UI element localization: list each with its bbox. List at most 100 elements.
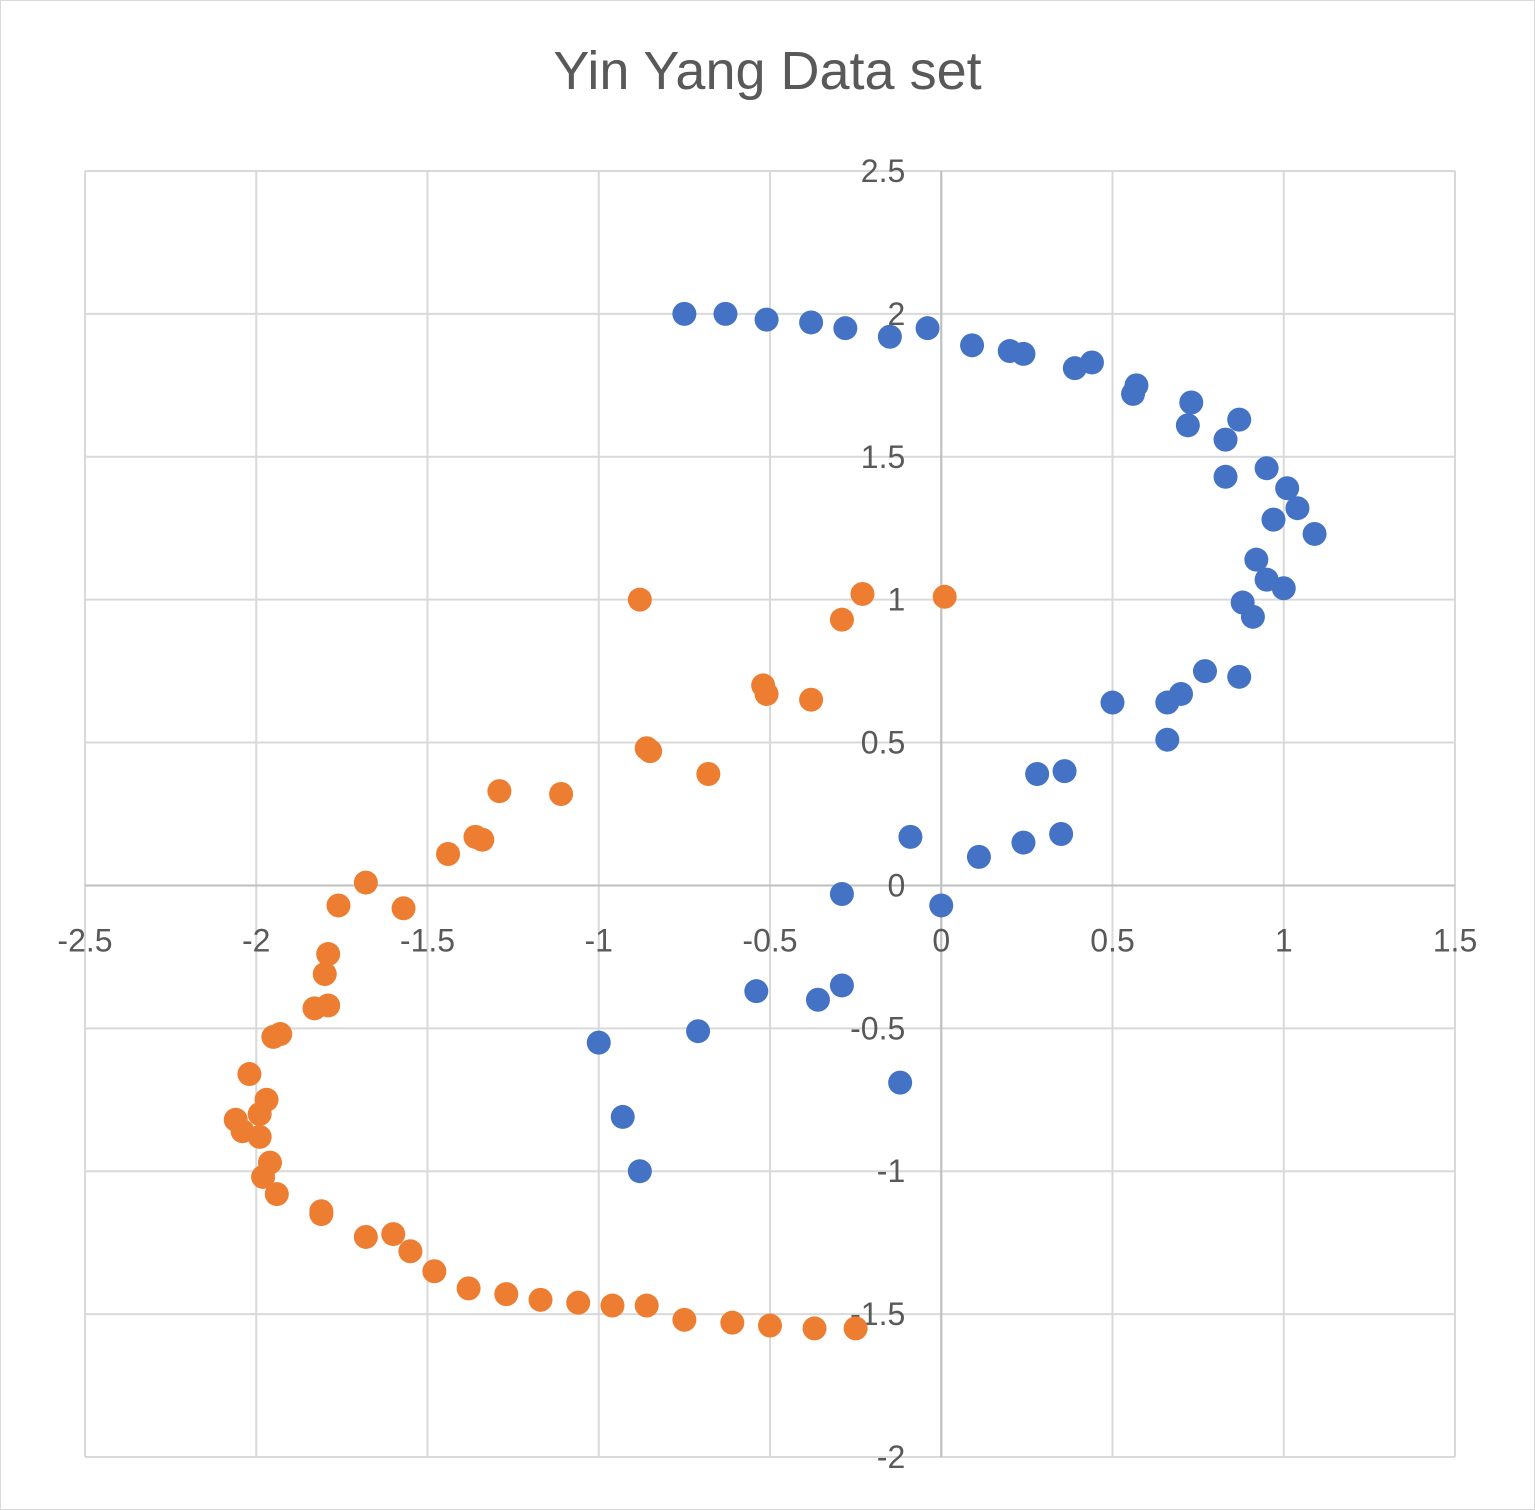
- series-2-point: [391, 896, 416, 921]
- series-2-point: [251, 1164, 276, 1189]
- y-tick-label: -1: [877, 1153, 905, 1189]
- series-2-point: [381, 1222, 406, 1247]
- series-1-point: [929, 893, 954, 918]
- series-2-point: [312, 962, 337, 987]
- series-2-point: [600, 1293, 625, 1318]
- series-2-point: [932, 584, 957, 609]
- series-2-point: [566, 1290, 591, 1315]
- series-1-point: [1261, 507, 1286, 532]
- y-tick-labels: -2-1.5-1-0.500.511.522.5: [850, 153, 905, 1475]
- series-1-point: [686, 1019, 711, 1044]
- x-tick-label: -2.5: [57, 922, 112, 958]
- series-1-point: [1079, 350, 1104, 375]
- axes: [85, 171, 1455, 1457]
- series-1-point: [1011, 341, 1036, 366]
- series-1-point: [1100, 690, 1125, 715]
- series-1-point: [1213, 427, 1238, 452]
- y-tick-label: 0.5: [861, 725, 905, 761]
- series-1-point: [888, 1070, 913, 1095]
- series-1-point: [1302, 521, 1327, 546]
- series-1-point: [960, 333, 985, 358]
- y-tick-label: 2.5: [861, 153, 905, 189]
- series-2-point: [638, 739, 663, 764]
- series-1: [586, 301, 1327, 1184]
- series-1-point: [1227, 407, 1252, 432]
- y-tick-label: 1.5: [861, 439, 905, 475]
- series-2-point: [799, 687, 824, 712]
- series-2-point: [758, 1313, 782, 1338]
- series-1-point: [1179, 390, 1204, 415]
- series-1-point: [1025, 761, 1050, 786]
- series-2-point: [850, 581, 875, 606]
- chart-title: Yin Yang Data set: [553, 41, 982, 101]
- series-1-point: [1227, 664, 1252, 689]
- series-2-point: [422, 1259, 447, 1284]
- series-1-point: [1124, 373, 1149, 398]
- series-1-point: [898, 824, 923, 849]
- series-2-point: [264, 1182, 289, 1207]
- series-1-point: [799, 310, 824, 335]
- series-1-point: [1275, 476, 1300, 501]
- x-tick-label: 1: [1275, 922, 1293, 958]
- series-2: [223, 581, 957, 1341]
- series-1-point: [1175, 413, 1200, 438]
- series-1-point: [627, 1159, 652, 1184]
- series-1-point: [1155, 727, 1180, 752]
- series-1-point: [1052, 759, 1077, 784]
- series-2-point: [353, 1224, 378, 1249]
- x-tick-label: -1.5: [400, 922, 455, 958]
- x-tick-label: 0: [932, 922, 950, 958]
- y-tick-label: 1: [887, 582, 905, 618]
- series-2-point: [720, 1310, 745, 1335]
- series-2-point: [261, 1024, 286, 1049]
- series-2-point: [436, 842, 461, 867]
- x-tick-label: -2: [242, 922, 270, 958]
- series-2-point: [634, 1293, 659, 1318]
- series-1-point: [1213, 464, 1238, 489]
- series-2-point: [237, 1062, 262, 1087]
- series-1-point: [877, 324, 902, 349]
- series-2-point: [247, 1124, 272, 1149]
- series-1-point: [1011, 830, 1036, 855]
- x-tick-label: 0.5: [1090, 922, 1134, 958]
- series-2-point: [470, 827, 495, 852]
- y-tick-label: -0.5: [850, 1010, 905, 1046]
- series-1-point: [1049, 822, 1074, 847]
- y-tick-label: -2: [877, 1439, 905, 1475]
- series-1-point: [672, 301, 697, 326]
- series-2-point: [549, 781, 574, 806]
- series-1-point: [829, 882, 854, 907]
- series-2-point: [398, 1239, 423, 1264]
- series-2-point: [627, 587, 652, 612]
- series-1-point: [1192, 659, 1217, 684]
- series-1-point: [1244, 547, 1269, 572]
- series-2-point: [829, 607, 854, 632]
- x-tick-label: 1.5: [1433, 922, 1477, 958]
- data-points: [223, 301, 1327, 1341]
- series-2-point: [353, 870, 378, 895]
- series-1-point: [829, 973, 854, 998]
- series-2-point: [754, 681, 779, 706]
- x-tick-label: -1: [585, 922, 613, 958]
- gridlines: [84, 170, 1456, 1458]
- series-2-point: [843, 1316, 868, 1341]
- series-1-point: [966, 844, 991, 869]
- series-2-point: [528, 1287, 553, 1312]
- y-tick-label: 2: [887, 296, 905, 332]
- series-2-point: [247, 1102, 272, 1127]
- series-1-point: [713, 301, 738, 326]
- series-1-point: [1254, 456, 1279, 481]
- series-2-point: [487, 779, 512, 804]
- series-2-point: [494, 1282, 519, 1307]
- series-1-point: [754, 307, 779, 332]
- series-2-point: [326, 893, 351, 918]
- x-tick-labels: -2.5 -2 -1.5 -1 -0.5 0 0.5 1 1.5: [57, 922, 1477, 958]
- series-1-point: [833, 316, 858, 341]
- series-2-point: [456, 1276, 481, 1301]
- series-1-point: [1240, 604, 1265, 629]
- series-1-point: [1155, 690, 1180, 715]
- series-2-point: [802, 1316, 827, 1341]
- series-2-point: [696, 761, 721, 786]
- series-2-point: [316, 942, 341, 967]
- series-1-point: [1271, 576, 1296, 601]
